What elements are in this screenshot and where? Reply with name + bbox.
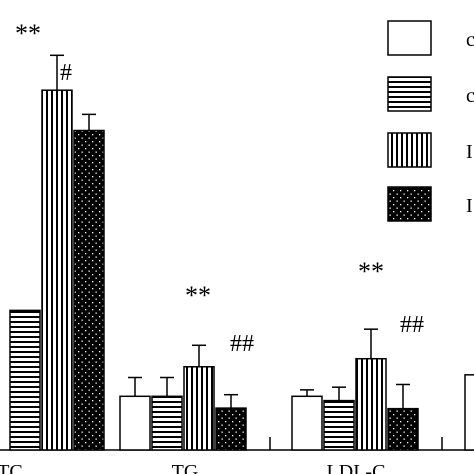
legend-label-4: I [466,195,473,217]
bar-tc-horizontal [9,309,41,451]
bar-ldl-c-blank [291,395,323,451]
error-bar-tg-vertical [192,344,206,367]
legend-label-2: c [466,85,474,107]
bar-tg-dots [215,407,247,451]
legend-label-1: c [466,29,474,51]
error-bar-tc-dots [82,113,96,131]
legend: c c I I [387,20,474,222]
bar-ldl-c-horizontal [323,399,355,451]
legend-label-3: I [466,141,473,163]
annotation-tc-star: ** [15,19,41,48]
error-bar-ldl-c-vertical [364,328,378,359]
annotation-tg-hash: ## [230,331,254,357]
annotation-ldl-hash: ## [400,312,424,338]
bar-ldl-c-dots [387,407,419,451]
annotation-ldl-star: ** [358,257,384,286]
annotation-tg-star: ** [185,281,211,310]
category-label-tc: TC [0,461,23,474]
category-label-tg: TG [172,461,199,474]
annotation-tc-hash: # [60,60,72,86]
legend-swatch-dots [387,186,432,222]
error-bar-tc-vertical [50,54,64,91]
bar-tg-horizontal [151,395,183,451]
error-bar-ldl-c-blank [300,389,314,397]
bar-tg-blank [119,395,151,451]
bar-tc-dots [73,129,105,451]
legend-swatch-horizontal [387,76,432,112]
error-bar-tg-horizontal [160,376,174,397]
category-label-ldl-c: LDL-C [327,461,386,474]
bar-ldl-c-vertical [355,357,387,451]
legend-swatch-vertical [387,132,432,168]
error-bars-layer [50,54,410,409]
legend-swatch-blank [387,20,432,56]
error-bar-tg-dots [224,393,238,409]
bars-layer [9,89,474,451]
error-bar-ldl-c-dots [396,383,410,409]
bar-partial-next-category [464,374,474,451]
error-bar-ldl-c-horizontal [332,386,346,401]
bar-tc-vertical [41,89,73,451]
bar-tg-vertical [183,366,215,451]
error-bar-tg-blank [128,376,142,397]
